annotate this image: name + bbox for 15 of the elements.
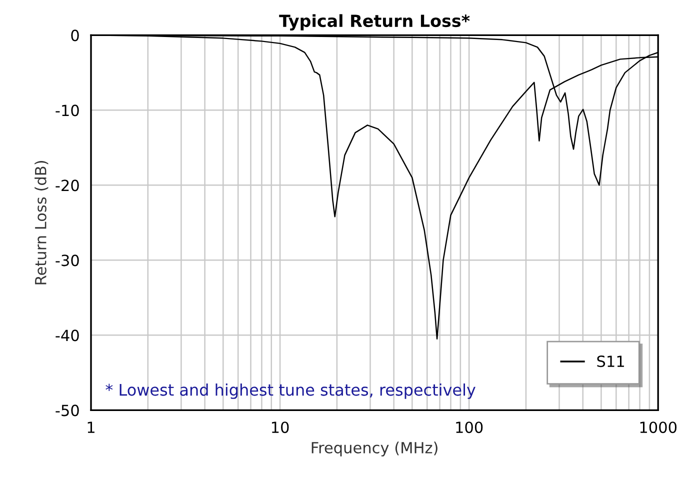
chart-title: Typical Return Loss* [279, 14, 470, 30]
y-tick-label: 0 [71, 30, 79, 42]
x-tick-label: 10 [272, 422, 289, 434]
y-tick-label: -10 [56, 104, 79, 116]
x-tick-label: 1000 [640, 422, 677, 434]
x-axis-title: Frequency (MHz) [312, 442, 438, 456]
y-axis-title: Return Loss (dB) [34, 160, 48, 284]
y-tick-label: -50 [56, 404, 79, 416]
x-tick-label: 100 [456, 422, 483, 434]
annotation: * Lowest and highest tune states, respectively [106, 383, 476, 399]
y-tick-label: -20 [56, 180, 79, 192]
y-tick-label: -40 [56, 330, 79, 342]
x-tick-label: 1 [88, 422, 94, 433]
legend-label: S11 [597, 356, 624, 368]
y-tick-label: -30 [56, 254, 79, 266]
